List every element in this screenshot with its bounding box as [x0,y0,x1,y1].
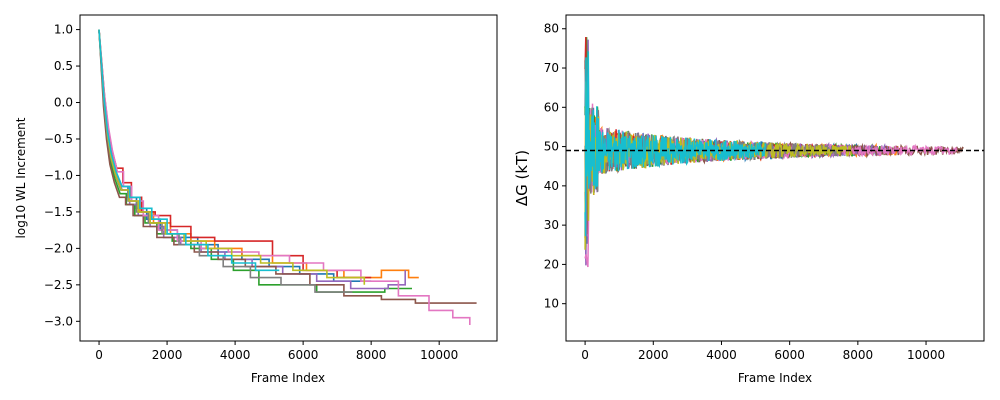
left-y-tick-label: −2.5 [44,278,73,292]
left-x-tick-label: 4000 [220,348,251,362]
series-line [98,29,366,285]
series-line [98,29,372,282]
right-x-tick-label: 4000 [706,348,737,362]
left-y-tick-label: 0.5 [54,59,73,73]
left-ticks-group: 0 2000 4000 6000 8000 10000 −3.0 −2.5 −2.0 −1.5 −1… [44,23,458,362]
left-y-tick-label: −1.0 [44,168,73,182]
series-line [98,29,477,304]
left-y-tick-label: −1.5 [44,205,73,219]
left-y-tick-label: −3.0 [44,314,73,328]
left-axes-frame [79,14,498,342]
left-x-axis-label: Frame Index [251,371,325,385]
right-series-group [584,36,964,268]
left-x-tick-label: 2000 [152,348,183,362]
right-y-tick-label: 70 [544,61,559,75]
right-y-axis-label: ΔG (kT) [513,150,531,206]
right-y-tick-label: 20 [544,257,559,271]
right-x-tick-label: 0 [581,348,589,362]
left-x-tick-label: 6000 [288,348,319,362]
left-x-tick-label: 8000 [356,348,387,362]
right-y-tick-label: 60 [544,100,559,114]
right-x-tick-label: 8000 [843,348,874,362]
right-axes-frame [565,14,985,342]
left-x-tick-label: 0 [95,348,103,362]
left-chart: 0 2000 4000 6000 8000 10000 −3.0 −2.5 −2.0 −1.5 −1… [14,14,498,385]
series-line [98,29,280,272]
right-x-tick-label: 6000 [774,348,805,362]
right-y-tick-label: 40 [544,179,559,193]
left-series-group [98,29,477,325]
series-line [584,107,839,248]
series-line [98,29,471,325]
right-y-tick-label: 50 [544,140,559,154]
series-line [98,29,372,279]
right-y-tick-label: 10 [544,297,559,311]
left-y-tick-label: −0.5 [44,132,73,146]
series-line [584,81,852,250]
left-y-tick-label: 1.0 [54,23,73,37]
left-y-tick-label: 0.0 [54,96,73,110]
left-y-tick-label: −2.0 [44,241,73,255]
right-x-tick-label: 2000 [638,348,669,362]
series-line [584,103,958,268]
right-ticks-group: 0 2000 4000 6000 8000 10000 10 20 30 40 50 60 70 80 [544,22,945,362]
right-x-tick-label: 10000 [907,348,945,362]
right-y-tick-label: 80 [544,22,559,36]
series-line [98,29,406,290]
right-chart: 0 2000 4000 6000 8000 10000 10 20 30 40 50 60 70 80 F… [513,14,985,385]
series-line [584,51,767,237]
left-x-tick-label: 10000 [420,348,458,362]
right-y-tick-label: 30 [544,218,559,232]
right-x-axis-label: Frame Index [738,371,812,385]
left-y-axis-label: log10 WL Increment [14,117,28,238]
